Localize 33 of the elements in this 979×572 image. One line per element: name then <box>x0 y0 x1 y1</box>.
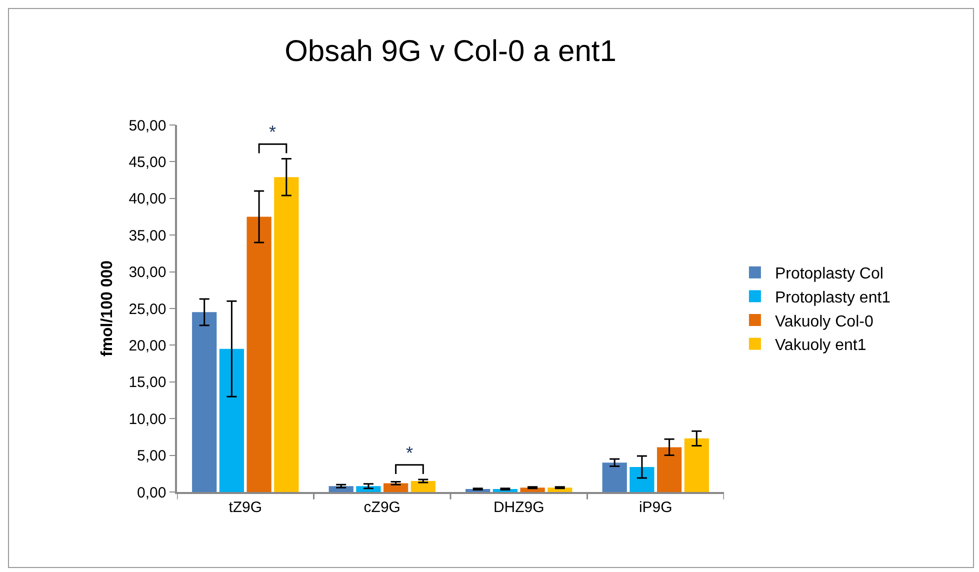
bar <box>410 480 436 492</box>
y-axis-title: fmol/100 000 <box>99 260 116 357</box>
bar <box>219 348 244 492</box>
bar <box>383 483 408 492</box>
legend-label: Protoplasty Col <box>774 266 884 283</box>
annotation: * <box>406 443 414 463</box>
y-tick-label: 0,00 <box>137 484 166 502</box>
y-tick-label: 30,00 <box>128 264 166 282</box>
x-tick-label: iP9G <box>638 498 672 516</box>
bar <box>192 312 217 492</box>
bar <box>656 447 682 492</box>
x-tick-label: cZ9G <box>364 498 400 516</box>
y-tick-label: 25,00 <box>128 300 166 318</box>
x-tick-label: DHZ9G <box>493 498 544 516</box>
bar <box>602 462 627 492</box>
legend-label: Vakuoly Col-0 <box>774 313 874 330</box>
y-tick-label: 45,00 <box>128 154 166 171</box>
chart-title: Obsah 9G v Col-0 a ent1 <box>284 35 616 68</box>
y-tick-label: 35,00 <box>128 227 166 244</box>
y-tick-label: 5,00 <box>137 448 166 465</box>
legend-label: Protoplasty ent1 <box>774 289 891 306</box>
bar <box>246 216 272 492</box>
y-tick-label: 15,00 <box>128 374 166 392</box>
y-tick-label: 20,00 <box>128 337 166 354</box>
bar <box>630 467 654 492</box>
annotation: * <box>269 122 276 142</box>
y-tick-label: 50,00 <box>128 117 166 134</box>
y-tick-label: 10,00 <box>128 410 166 428</box>
legend-label: Vakuoly ent1 <box>774 337 866 354</box>
bar <box>274 177 299 492</box>
x-tick-label: tZ9G <box>228 498 262 516</box>
y-tick-label: 40,00 <box>128 190 166 208</box>
bar <box>684 438 709 492</box>
